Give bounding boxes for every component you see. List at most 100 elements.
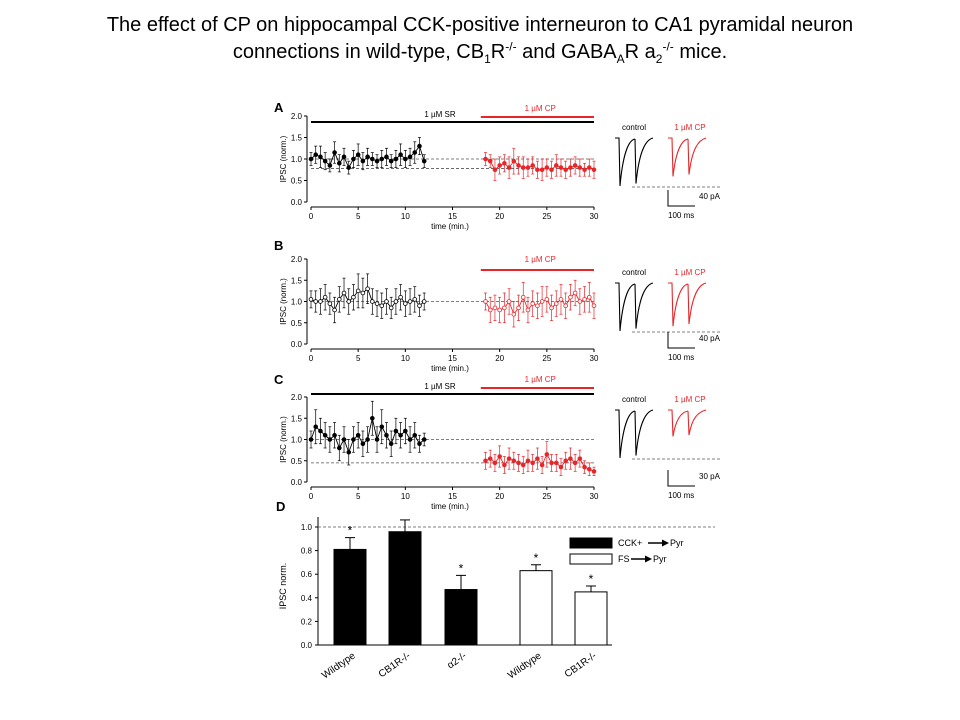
title-sub: A	[616, 52, 625, 66]
data-point	[572, 460, 578, 466]
scale-time-label: 100 ms	[668, 353, 694, 362]
title-text: connections in wild-type, CB	[232, 41, 485, 63]
data-point	[497, 307, 502, 313]
y-tick-label: 0.2	[301, 617, 313, 626]
data-point	[586, 466, 592, 472]
x-axis-label: time (min.)	[431, 502, 469, 511]
data-point	[351, 437, 356, 442]
x-tick-label: 30	[590, 354, 599, 363]
data-point	[412, 297, 418, 302]
y-tick-label: 0.5	[291, 319, 303, 328]
title-text: mice.	[673, 41, 728, 63]
data-point	[370, 415, 375, 421]
title-text: R	[490, 41, 506, 63]
x-axis-label: time (min.)	[431, 364, 469, 373]
y-tick-label: 0.5	[291, 457, 303, 466]
control-trace	[615, 409, 636, 459]
data-point	[384, 154, 389, 160]
data-point	[549, 305, 554, 311]
x-tick-label: 25	[542, 492, 551, 501]
y-tick-label: 0.0	[291, 478, 303, 487]
data-point	[539, 299, 545, 304]
data-point	[379, 303, 385, 309]
title-sup: -/-	[662, 39, 674, 54]
data-point	[388, 305, 394, 311]
data-point	[332, 307, 337, 313]
legend-swatch	[569, 553, 613, 565]
sr-label: 1 µM SR	[424, 110, 456, 119]
title-sup: -/-	[505, 39, 517, 54]
y-tick-label: 0.0	[291, 198, 303, 207]
legend-arrow-icon	[662, 539, 669, 547]
data-point	[365, 154, 370, 160]
scale-amplitude-label: 30 pA	[699, 472, 721, 481]
data-point	[558, 464, 564, 470]
cp-label: 1 µM CP	[525, 375, 556, 384]
data-point	[421, 299, 427, 304]
panel-b: B 0.0 0.5 1.0 1.5 2.0 0 5 10 15 20 25 30 time (min.) I…	[274, 238, 721, 373]
data-point	[384, 432, 389, 438]
panel-c: C 0.0 0.5 1.0 1.5 2.0 0 5 10 15 20 25 30 time (min.) I…	[274, 372, 721, 511]
data-point	[544, 165, 550, 170]
legend-arrow-icon	[645, 555, 652, 563]
data-point	[332, 432, 337, 438]
panel-letter: A	[274, 100, 284, 115]
x-tick-label: 5	[356, 354, 361, 363]
data-point	[525, 307, 531, 313]
data-point	[322, 432, 328, 438]
y-tick-label: 2.0	[291, 255, 303, 264]
data-point	[502, 305, 507, 311]
data-point	[568, 294, 573, 300]
x-tick-label: 0	[309, 492, 314, 501]
title-sub: 2	[655, 52, 663, 66]
data-point	[544, 452, 550, 457]
title-line-1: The effect of CP on hippocampal CCK-posi…	[106, 14, 854, 36]
data-point	[379, 156, 385, 162]
x-tick-label: 30	[590, 492, 599, 501]
data-point	[412, 432, 418, 438]
data-point	[374, 437, 380, 442]
data-point	[511, 158, 517, 164]
data-point	[520, 294, 526, 300]
category-label: CB1R-/-	[563, 650, 599, 680]
x-tick-label: 15	[448, 492, 457, 501]
scale-time-label: 100 ms	[668, 491, 694, 500]
x-tick-label: 10	[401, 354, 410, 363]
data-point	[591, 303, 597, 309]
data-point	[379, 424, 385, 430]
data-point	[492, 305, 498, 311]
panel-a: A 0.0 0.5 1.0 1.5 2.0 0 5 10 15 20 25 30 time (min.) I…	[274, 100, 721, 231]
data-point	[577, 299, 583, 304]
series-line	[485, 292, 595, 316]
data-point	[346, 165, 352, 170]
data-point	[520, 462, 526, 468]
data-point	[308, 437, 314, 442]
data-point	[563, 167, 568, 173]
title-text: R a	[624, 41, 656, 63]
data-point	[407, 437, 413, 442]
data-point	[355, 432, 361, 438]
data-point	[393, 156, 399, 162]
x-tick-label: 20	[495, 354, 504, 363]
data-point	[365, 437, 370, 442]
data-point	[483, 156, 488, 162]
data-point	[535, 456, 540, 461]
data-point	[407, 154, 413, 160]
title-sub: 1	[484, 52, 491, 66]
y-tick-label: 1.5	[291, 134, 303, 143]
data-point	[506, 165, 512, 170]
data-point	[511, 458, 517, 464]
cp-trace	[668, 282, 689, 327]
y-tick-label: 0.4	[301, 594, 313, 603]
data-point	[370, 299, 375, 304]
control-trace	[634, 137, 654, 184]
slide-title: The effect of CP on hippocampal CCK-posi…	[20, 12, 940, 66]
data-point	[313, 152, 319, 158]
y-axis-label: IPSC (norm.)	[279, 278, 288, 325]
x-tick-label: 10	[401, 492, 410, 501]
panel-letter: B	[274, 238, 283, 253]
data-point	[520, 165, 526, 170]
legend-label: CCK+	[618, 538, 642, 548]
cp-label: 1 µM CP	[525, 104, 556, 113]
